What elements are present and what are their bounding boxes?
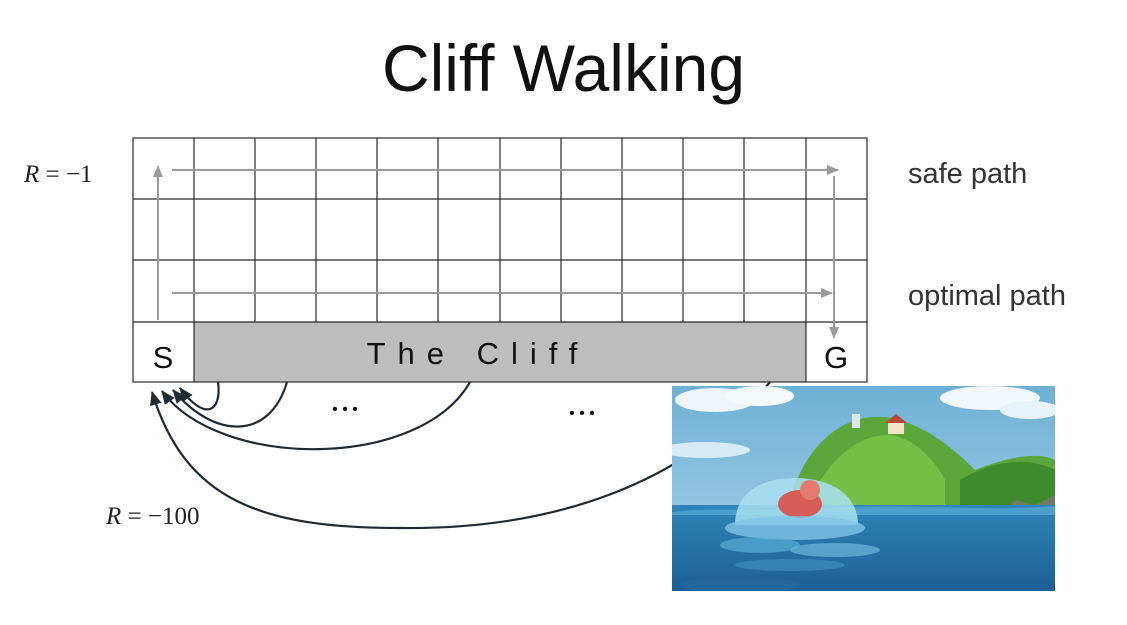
safe-path-label: safe path	[908, 158, 1027, 190]
anime-sea-scene-illustration	[672, 386, 1055, 591]
step-reward-label: R = −1	[23, 161, 92, 188]
ellipsis-right: • • •	[569, 405, 595, 422]
ellipsis-left: • • •	[332, 401, 358, 418]
safe-path-arrows	[153, 165, 839, 339]
slide-title: Cliff Walking	[381, 31, 746, 105]
cliff-reward-label: R = −100	[105, 503, 199, 530]
cliff-reward-var: R	[105, 503, 121, 530]
goal-cell-label: G	[824, 340, 848, 375]
step-reward-var: R	[23, 161, 39, 188]
start-cell-label: S	[153, 340, 174, 375]
cliff-label: The Cliff	[367, 336, 590, 371]
cliff-reward-value: = −100	[121, 503, 199, 530]
cliff-region	[194, 322, 806, 382]
grid	[132, 137, 868, 383]
optimal-path-label: optimal path	[908, 280, 1066, 312]
step-reward-value: = −1	[39, 161, 92, 188]
